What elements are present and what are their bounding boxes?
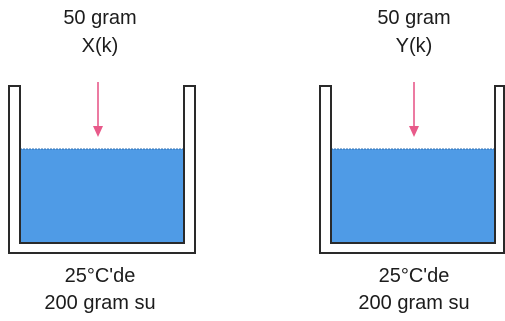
right-solvent: 200 gram su (358, 292, 470, 314)
left-container (8, 85, 196, 254)
right-solute-name: Y(k) (395, 35, 433, 57)
left-solvent: 200 gram su (44, 292, 156, 314)
left-beaker (8, 82, 196, 254)
right-beaker (319, 82, 505, 254)
right-temperature: 25°C'de (378, 265, 450, 287)
left-solute-name: X(k) (81, 35, 119, 57)
left-solute-amount: 50 gram (63, 7, 137, 29)
right-solute-amount: 50 gram (377, 7, 451, 29)
right-water (331, 149, 495, 243)
right-container (319, 85, 505, 254)
left-arrow (93, 82, 103, 137)
left-water (20, 149, 184, 243)
right-arrow (409, 82, 419, 137)
left-temperature: 25°C'de (64, 265, 136, 287)
